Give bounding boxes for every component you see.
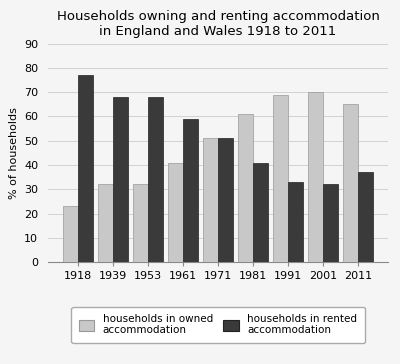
Bar	[113, 97, 128, 262]
Legend: households in owned
accommodation, households in rented
accommodation: households in owned accommodation, house…	[72, 306, 364, 343]
Bar	[308, 92, 323, 262]
Bar	[238, 114, 253, 262]
Bar	[343, 104, 358, 262]
Bar	[183, 119, 198, 262]
Bar	[98, 185, 113, 262]
Bar	[168, 163, 183, 262]
Bar	[64, 206, 78, 262]
Bar	[288, 182, 303, 262]
Bar	[218, 138, 233, 262]
Bar	[273, 95, 288, 262]
Bar	[323, 185, 338, 262]
Bar	[133, 185, 148, 262]
Y-axis label: % of households: % of households	[8, 107, 18, 199]
Bar	[148, 97, 163, 262]
Title: Households owning and renting accommodation
in England and Wales 1918 to 2011: Households owning and renting accommodat…	[56, 10, 380, 38]
Bar	[203, 138, 218, 262]
Bar	[253, 163, 268, 262]
Bar	[358, 172, 372, 262]
Bar	[78, 75, 93, 262]
